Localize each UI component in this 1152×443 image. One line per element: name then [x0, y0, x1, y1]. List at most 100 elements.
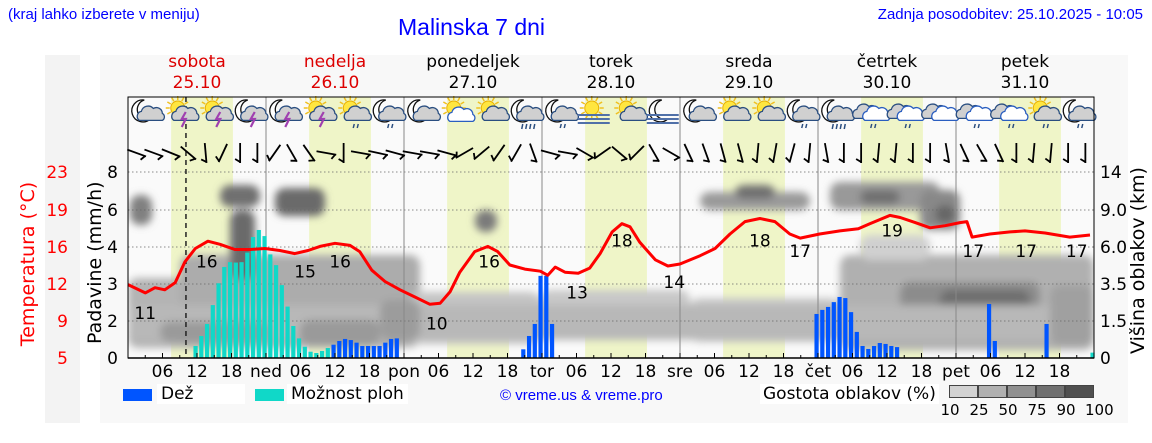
- rain-icon: [356, 123, 359, 129]
- day-name: petek: [1000, 52, 1050, 72]
- wind-barb-feather: [382, 154, 388, 160]
- weather-icons: [131, 96, 1097, 130]
- rain-bar: [521, 349, 526, 358]
- temperature-label: 17: [789, 242, 811, 262]
- shower-bar: [245, 252, 250, 358]
- wind-barb-feather: [455, 151, 458, 158]
- day-name: četrtek: [856, 52, 918, 72]
- rain-bar: [348, 340, 353, 358]
- sun-ray: [481, 97, 485, 102]
- cloud-density-patch: [128, 305, 1094, 340]
- wind-barb: [838, 143, 845, 163]
- temperature-label: 17: [1066, 242, 1088, 262]
- wind-barb-feather: [200, 158, 207, 163]
- wind-barb: [1079, 143, 1087, 163]
- wind-barb-shaft: [510, 143, 522, 163]
- wind-barb: [593, 146, 612, 160]
- wind-barb: [924, 143, 932, 163]
- temperature-label: 18: [749, 232, 771, 252]
- rain-bar: [825, 306, 831, 358]
- wind-barb-feather: [889, 157, 896, 163]
- shower-bar: [302, 346, 307, 358]
- rain-icon: [870, 123, 873, 129]
- sun-ray: [585, 97, 589, 102]
- wind-barb-shaft: [540, 149, 561, 157]
- wind-barb-feather: [490, 154, 495, 161]
- day-date: 29.10: [724, 73, 774, 93]
- wind-barb-feather: [803, 157, 810, 163]
- wind-barb-feather: [308, 159, 315, 162]
- wind-barb: [1010, 143, 1018, 163]
- copyright-link[interactable]: © vreme.us & vreme.pro: [500, 387, 663, 404]
- temperature-label: 16: [196, 252, 218, 272]
- shower-bar: [1090, 352, 1095, 358]
- precipitation-tick-label: 0: [107, 349, 118, 369]
- wind-barb-feather: [943, 158, 950, 163]
- wind-barb-feather: [530, 159, 537, 163]
- rain-icon: [563, 123, 566, 129]
- sun-ray: [319, 97, 323, 102]
- temperature-tick-label: 5: [57, 349, 68, 369]
- wind-barb-feather: [822, 158, 829, 163]
- wind-barb-feather: [703, 159, 710, 163]
- wind-barb: [144, 148, 164, 161]
- rain-bar: [992, 340, 997, 358]
- location-hint: (kraj lahko izberete v meniju): [8, 6, 200, 23]
- weather-icon-moon-fog: [646, 99, 679, 124]
- wind-barb: [368, 150, 389, 160]
- rain-bar: [860, 345, 865, 358]
- rain-bar: [877, 343, 882, 358]
- sun-ray: [1029, 111, 1034, 115]
- sun-ray: [595, 97, 599, 102]
- weather-icon-sun-cloud: [717, 96, 752, 122]
- rain-bar: [986, 303, 992, 358]
- shower-bar: [199, 335, 204, 358]
- cloud-icon: [1033, 105, 1063, 122]
- wind-barb-feather: [907, 158, 914, 163]
- wind-barbs: [126, 142, 1087, 164]
- cloud-density-scale-label: 75: [1027, 401, 1047, 419]
- rain-icon: [1008, 123, 1011, 129]
- precipitation-tick-label: 8: [107, 163, 118, 183]
- weather-icon-moon-cloud: [407, 99, 442, 123]
- sun-ray: [304, 111, 310, 115]
- cloud-icon: [447, 106, 476, 123]
- day-date: 27.10: [448, 73, 498, 93]
- rain-bar: [1044, 323, 1049, 358]
- showers-legend-label: Možnost ploh: [287, 384, 408, 404]
- lightning-icon: [214, 111, 223, 128]
- cloud-icon: [1000, 105, 1029, 122]
- cloud-density-patch: [380, 300, 420, 340]
- wind-barb-feather: [189, 157, 196, 162]
- weather-icon-sun-cloud-rain: [338, 96, 373, 129]
- showers-legend-swatch: [255, 389, 284, 401]
- sun-ray: [757, 97, 761, 102]
- sun-ray: [753, 101, 758, 105]
- rain-legend-label: Dež: [157, 384, 245, 404]
- cloud-density-scale-label: 100: [1085, 401, 1114, 419]
- weather-icon-moon-cloud-lightning: [269, 99, 304, 128]
- rain-icon: [1012, 123, 1015, 129]
- temperature-label: 18: [611, 232, 633, 252]
- day-name: torek: [589, 52, 633, 72]
- rain-bar: [866, 348, 871, 358]
- wind-barb: [200, 142, 208, 164]
- cloud-icon: [136, 105, 166, 122]
- x-tick-label: 18: [359, 362, 381, 382]
- wind-barb: [557, 150, 578, 160]
- wind-barb-shaft: [203, 142, 208, 164]
- temperature-label: 15: [294, 263, 316, 283]
- wind-barb-shaft: [529, 143, 538, 163]
- sun-ray: [477, 101, 482, 105]
- wind-barb-shaft: [368, 150, 389, 156]
- shower-bar: [210, 305, 215, 358]
- cloud-density-patch: [735, 185, 775, 199]
- day-date: 26.10: [310, 73, 360, 93]
- wind-barb-feather: [628, 153, 632, 160]
- last-updated: Zadnja posodobitev: 25.10.2025 - 10:05: [877, 6, 1143, 23]
- rain-bar: [883, 343, 888, 358]
- shower-bar: [193, 345, 198, 358]
- cloud-density-swatch: [978, 385, 1007, 398]
- wind-barb-shaft: [976, 143, 988, 163]
- precipitation-tick-label: 4: [107, 238, 118, 258]
